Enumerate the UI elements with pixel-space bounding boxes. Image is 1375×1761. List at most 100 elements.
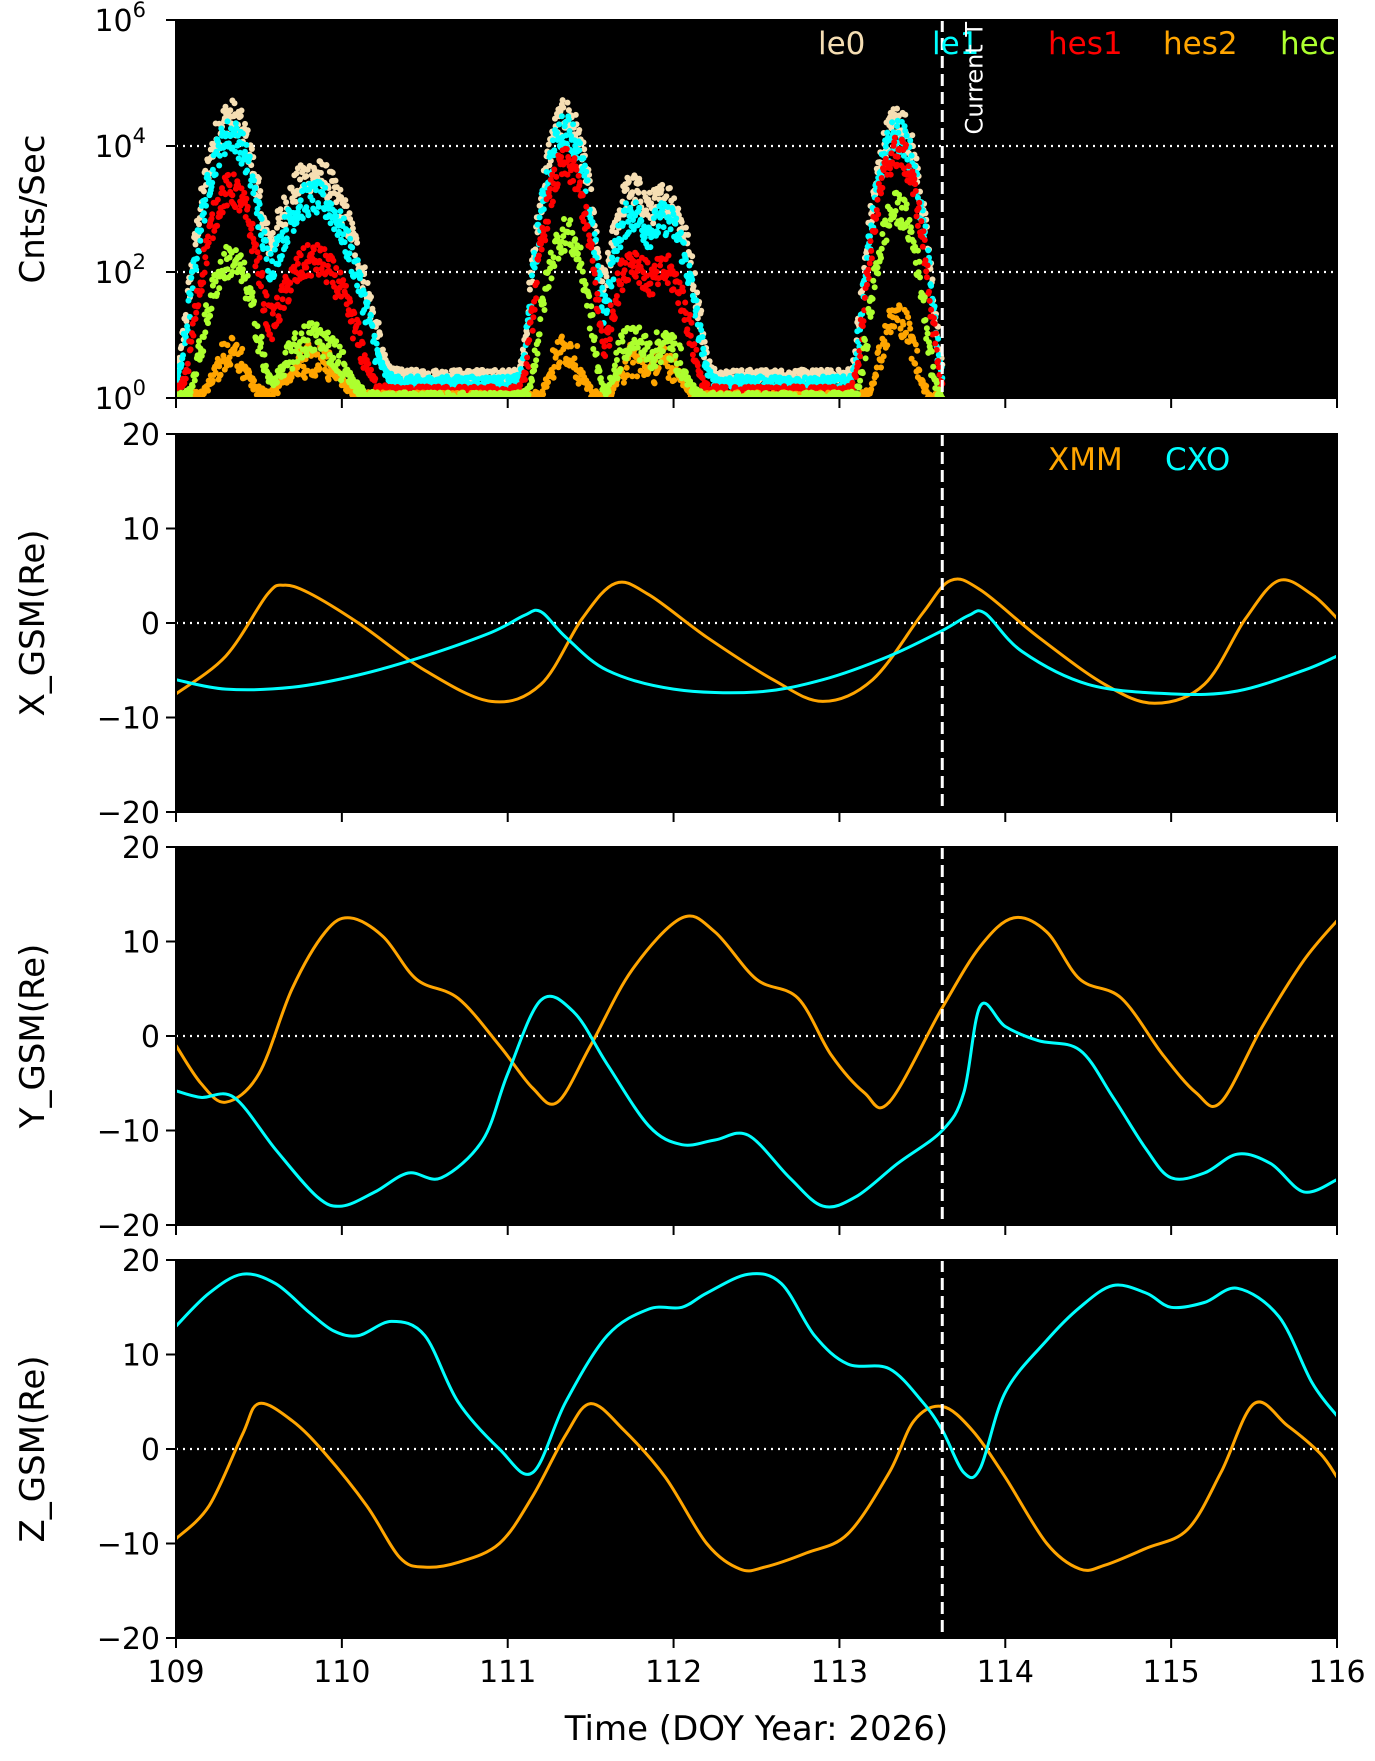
- hes2-point: [550, 374, 557, 381]
- le1-point: [609, 259, 616, 266]
- le1-point: [369, 323, 376, 329]
- hes1-point: [613, 293, 620, 299]
- hes1-point: [905, 163, 912, 170]
- le1-point: [535, 221, 542, 228]
- hes1-point: [297, 252, 304, 259]
- hes2-point: [906, 320, 913, 327]
- hec-point: [298, 330, 305, 337]
- le1-point: [337, 208, 344, 215]
- le0-point: [342, 197, 349, 204]
- le1-point: [185, 297, 192, 304]
- hec-point: [200, 348, 207, 355]
- le1-point: [881, 150, 888, 157]
- le1-point: [652, 207, 659, 214]
- le1-point: [290, 228, 297, 234]
- hes1-point: [693, 346, 700, 353]
- le1-point: [554, 129, 560, 136]
- hes2-point: [251, 377, 257, 384]
- le0-point: [293, 170, 300, 177]
- hes2-point: [671, 377, 678, 384]
- hes1-point: [607, 302, 614, 309]
- le1-point: [263, 256, 270, 262]
- le0-point: [200, 188, 207, 195]
- le1-point: [297, 197, 304, 204]
- le1-point: [922, 223, 929, 230]
- hec-point: [541, 307, 548, 313]
- le1-point: [894, 123, 900, 130]
- hec-point: [202, 329, 209, 336]
- hes1-point: [625, 277, 632, 283]
- hes1-point: [931, 320, 938, 327]
- hec-point: [336, 343, 343, 350]
- le1-point: [283, 226, 290, 233]
- hes2-point: [558, 333, 565, 340]
- hes1-point: [269, 336, 276, 343]
- hes2-point: [871, 380, 877, 387]
- le1-point: [193, 266, 200, 273]
- hes2-point: [891, 323, 898, 330]
- hes2-point: [912, 341, 919, 348]
- hec-point: [207, 312, 214, 319]
- le1-point: [925, 247, 932, 254]
- le1-point: [686, 262, 693, 269]
- le0-point: [546, 162, 553, 169]
- le1-point: [577, 140, 583, 147]
- hes2-point: [880, 353, 887, 360]
- hes1-point: [190, 332, 197, 339]
- le1-point: [663, 230, 670, 236]
- le0-point: [629, 189, 636, 196]
- le1-point: [597, 272, 604, 279]
- hec-point: [281, 372, 287, 379]
- hes1-point: [205, 239, 212, 246]
- hes1-point: [913, 213, 920, 220]
- le1-point: [275, 261, 282, 268]
- hec-point: [320, 353, 326, 360]
- hec-point: [577, 244, 584, 251]
- le1-point: [322, 184, 329, 191]
- hes1-point: [195, 302, 202, 309]
- le0-point: [196, 221, 202, 228]
- hes1-point: [571, 155, 578, 162]
- hes1-point: [281, 305, 287, 311]
- hec-point: [232, 247, 239, 254]
- hes1-point: [875, 211, 882, 218]
- hes2-point: [630, 359, 636, 366]
- le1-point: [331, 226, 338, 233]
- le1-point: [244, 167, 251, 174]
- le1-point: [258, 215, 265, 222]
- hes1-point: [867, 238, 874, 245]
- hes1-point: [865, 266, 872, 273]
- hes1-point: [252, 263, 259, 270]
- hes1-point: [538, 246, 545, 253]
- hes1-point: [657, 262, 664, 269]
- hes2-point: [301, 374, 308, 381]
- le1-point: [659, 211, 666, 218]
- hes1-point: [636, 280, 643, 286]
- hec-point: [221, 250, 228, 257]
- le1-point: [252, 184, 259, 191]
- hes1-point: [632, 273, 639, 280]
- le0-point: [314, 174, 321, 181]
- le0-point: [282, 221, 289, 228]
- hes2-point: [571, 355, 578, 362]
- le1-point: [556, 121, 563, 128]
- hes1-point: [912, 188, 919, 194]
- le0-point: [353, 235, 360, 242]
- hec-point: [249, 289, 256, 296]
- le1-point: [549, 137, 556, 144]
- le0-point: [666, 185, 673, 191]
- le1-point: [620, 220, 627, 227]
- hes1-point: [243, 195, 250, 202]
- hec-point: [537, 316, 544, 323]
- le1-point: [264, 245, 271, 252]
- le0-point: [192, 241, 199, 248]
- hes1-point: [655, 281, 661, 288]
- hec-point: [258, 333, 265, 340]
- hes2-point: [209, 377, 216, 384]
- hes2-point: [916, 367, 923, 374]
- hes1-point: [675, 300, 682, 307]
- hes2-point: [914, 347, 921, 354]
- le1-point: [636, 204, 643, 211]
- le1-point: [235, 155, 242, 162]
- hec-point: [333, 338, 340, 345]
